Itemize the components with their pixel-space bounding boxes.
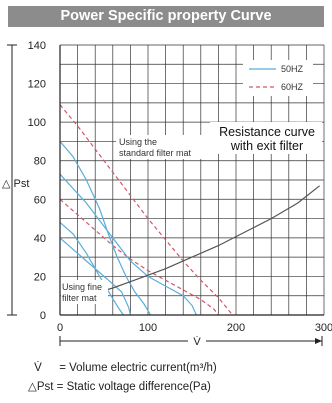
legend-box: [243, 60, 313, 96]
y-tick-label: 0: [40, 310, 46, 322]
series-line-5: [59, 237, 131, 316]
annotation-fine-line2: filter mat: [62, 293, 97, 303]
series-line-6: [86, 185, 320, 297]
x-axis-label: V̇: [193, 335, 201, 348]
y-tick-label: 60: [34, 194, 46, 206]
footnote-pressure: △Pst = Static voltage difference(Pa): [28, 379, 211, 393]
footnote-volume: V̇ = Volume electric current(m³/h): [28, 362, 217, 374]
annotation-resistance-bg: [210, 122, 322, 154]
power-curve-chart: 0 20 40 60 80 100 120 140 0 100 200 300 50HZ 60HZ U…: [2, 40, 332, 348]
annotation-resistance-line2: with exit filter: [230, 139, 303, 153]
y-tick-label: 100: [28, 117, 46, 129]
annotation-fine-line1: Using fine: [62, 282, 102, 292]
x-tick-label: 0: [57, 322, 63, 334]
x-tick-label: 100: [139, 322, 157, 334]
chart-ticks: 0 20 40 60 80 100 120 140 0 100 200 300: [28, 40, 332, 334]
series-line-3: [59, 198, 219, 316]
series-line-4: [59, 173, 197, 316]
series-line-1: [59, 104, 233, 316]
y-tick-label: 20: [34, 271, 46, 283]
y-tick-label: 80: [34, 156, 46, 168]
chart-title: Power Specific property Curve: [8, 6, 324, 27]
y-tick-label: 120: [28, 79, 46, 91]
series-line-2: [59, 221, 124, 316]
chart-series: [59, 104, 320, 316]
legend-label-60hz: 60HZ: [281, 82, 304, 92]
chart-axes: [7, 44, 324, 346]
annotation-standard-bg: [116, 135, 216, 159]
annotation-resistance-line1: Resistance curve: [219, 125, 315, 139]
y-axis-label: △ Pst: [2, 178, 29, 190]
x-dimension-arrow: [315, 338, 322, 344]
y-tick-label: 40: [34, 233, 46, 245]
annotation-standard-line1: Using the: [119, 137, 157, 147]
x-tick-label: 200: [227, 322, 245, 334]
footnote-pressure-text: △Pst = Static voltage difference(Pa): [28, 381, 211, 393]
legend-label-50hz: 50HZ: [281, 64, 304, 74]
x-tick-label: 300: [315, 322, 332, 334]
annotation-standard-line2: standard filter mat: [119, 148, 192, 158]
annotation-fine-bg: [61, 280, 108, 304]
footnote-volume-symbol: V̇: [34, 362, 42, 374]
footnote-volume-text: = Volume electric current(m³/h): [59, 362, 217, 374]
y-tick-label: 140: [28, 40, 46, 52]
